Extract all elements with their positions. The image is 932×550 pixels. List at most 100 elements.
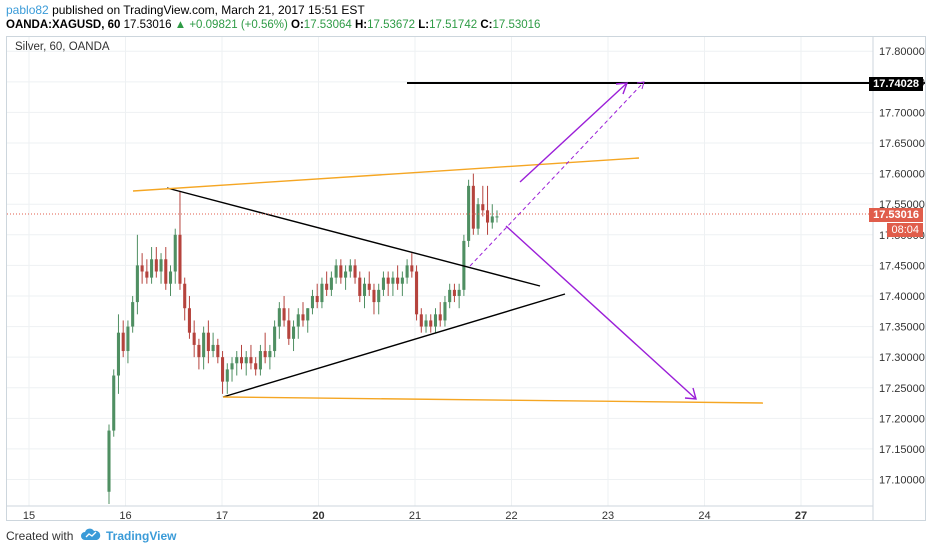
candle [140,253,144,284]
candle [471,173,475,235]
upper-orange-line[interactable] [132,157,640,192]
candle [296,308,300,339]
candle [353,259,357,284]
footer: Created with TradingView [0,522,932,550]
candle [400,271,404,296]
projection-dashed-arrow[interactable] [469,82,644,267]
candle [244,351,248,376]
candle [433,308,438,333]
candle-body [197,344,201,358]
candle [485,185,490,235]
candle-body [306,308,310,321]
candles [107,173,499,504]
open-label: O: [291,19,304,31]
candle [116,314,121,394]
candle [405,259,409,284]
y-tick-label: 17.65000 [879,138,925,150]
candle [197,338,201,370]
y-tick-label: 17.15000 [879,444,925,456]
candle-body [433,314,438,327]
candle-body [443,302,447,321]
candle [438,302,442,327]
candle [310,289,315,315]
candle-body [216,344,220,358]
candlestick-chart[interactable]: 17.10000 17.15000 17.20000 17.25000 17.30000… [7,37,926,521]
low-label: L: [418,19,430,31]
triangle-lower-trendline[interactable] [222,293,566,398]
candle-body [353,265,357,278]
bullish-arrow[interactable] [519,82,628,183]
tradingview-cloud-icon [81,528,101,540]
chart-frame[interactable]: 17.10000 17.15000 17.20000 17.25000 17.30000… [6,36,926,521]
candle-body [485,210,490,223]
y-axis[interactable]: 17.10000 17.15000 17.20000 17.25000 17.30000… [879,46,925,486]
candle-body [471,185,475,229]
candle-body [112,375,116,431]
candle [235,351,239,376]
candle-body [476,204,480,229]
candle [183,277,187,321]
candle-body [467,185,471,241]
candle-body [183,283,187,309]
candle [225,363,229,394]
candle [377,283,381,315]
candle [306,308,310,333]
candle-body [410,265,414,272]
candle [154,247,158,278]
candle-body [168,271,173,284]
last-price-tag: 17.53016 [869,208,923,222]
candle-body [348,265,352,272]
candle-body [291,326,296,339]
lower-orange-line[interactable] [222,396,764,404]
candle [258,344,262,376]
candle [202,326,206,370]
candle-body [287,320,291,339]
candle-body [325,283,329,290]
candle [282,295,286,327]
candle-body [150,259,154,278]
x-tick-label: 27 [795,510,807,521]
author-link[interactable]: pablo82 [6,3,49,17]
candle [381,271,385,296]
candle [178,191,182,290]
candle-body [249,357,253,364]
candle [344,265,348,290]
triangle-upper-trendline[interactable] [166,187,541,287]
x-tick-label: 16 [119,510,131,521]
tradingview-brand-link[interactable]: TradingView [106,529,177,543]
candle [112,369,116,437]
bearish-arrow[interactable] [505,225,697,400]
candle [325,271,329,296]
y-tick-label: 17.30000 [879,352,925,364]
projection-arrowhead [636,81,645,90]
candle-body [362,283,367,296]
candle [221,351,225,394]
resistance-price-tag: 17.74028 [869,77,923,91]
candle-body [178,234,182,284]
candle-body [490,216,494,223]
candle-body [277,308,281,327]
x-tick-label: 15 [23,510,35,521]
candle-body [344,271,348,278]
created-with-text: Created with [6,529,74,543]
candle [301,302,305,327]
price-change: ▲ +0.09821 (+0.56%) [174,19,288,31]
publish-info: pablo82 published on TradingView.com, Ma… [6,3,365,17]
candle-body [329,277,333,290]
candle-body [268,351,272,358]
candle [277,302,281,339]
last-price: 17.53016 [123,19,172,31]
candle [391,271,395,296]
candle [291,320,296,352]
candle-body [159,259,163,272]
candle [367,271,371,296]
candle [159,253,163,284]
candle-body [254,363,258,370]
candle-body [495,216,499,218]
candle [358,271,362,303]
candle-body [202,332,206,358]
candle [216,338,220,364]
x-axis[interactable]: 15 16 17 20 21 22 23 24 27 [23,510,807,521]
candle-body [372,289,376,303]
candle-body [211,344,215,352]
